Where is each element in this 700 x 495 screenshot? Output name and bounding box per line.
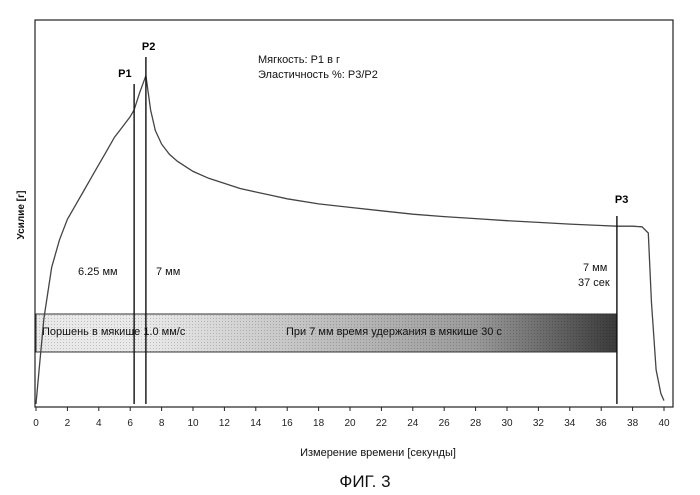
marker-label-p2: P2 bbox=[142, 41, 155, 53]
x-tick-label: 20 bbox=[344, 418, 356, 429]
x-tick-label: 14 bbox=[250, 418, 262, 429]
bar-left-text: Поршень в мякише 1.0 мм/с bbox=[42, 326, 186, 338]
annotation-7mm: 7 мм bbox=[156, 266, 180, 278]
annotation-elasticity: Эластичность %: P3/P2 bbox=[258, 69, 378, 81]
x-tick-label: 38 bbox=[627, 418, 639, 429]
x-tick-label: 32 bbox=[533, 418, 545, 429]
annotation-6-25mm: 6.25 мм bbox=[78, 266, 118, 278]
x-tick-label: 12 bbox=[219, 418, 231, 429]
series-line bbox=[36, 76, 664, 404]
x-tick-label: 10 bbox=[187, 418, 199, 429]
x-tick-label: 4 bbox=[96, 418, 102, 429]
x-tick-label: 2 bbox=[65, 418, 71, 429]
annotation-softness: Мягкость: P1 в г bbox=[258, 54, 340, 66]
x-tick-label: 30 bbox=[501, 418, 513, 429]
x-tick-label: 8 bbox=[159, 418, 165, 429]
x-tick-label: 40 bbox=[658, 418, 670, 429]
x-tick-label: 18 bbox=[313, 418, 325, 429]
marker-label-p1: P1 bbox=[118, 68, 131, 80]
marker-label-p3: P3 bbox=[615, 194, 628, 206]
x-axis: 0246810121416182022242628303234363840 bbox=[33, 407, 670, 429]
x-tick-label: 22 bbox=[376, 418, 388, 429]
x-tick-label: 34 bbox=[564, 418, 576, 429]
x-tick-label: 16 bbox=[282, 418, 294, 429]
figure-label: ФИГ. 3 bbox=[339, 472, 390, 491]
annotation-p3-mm: 7 мм bbox=[583, 262, 607, 274]
x-tick-label: 28 bbox=[470, 418, 482, 429]
x-tick-label: 36 bbox=[596, 418, 608, 429]
x-tick-label: 0 bbox=[33, 418, 39, 429]
annotation-p3-sec: 37 сек bbox=[578, 277, 610, 289]
x-tick-label: 24 bbox=[407, 418, 419, 429]
bar-right-text: При 7 мм время удержания в мякише 30 с bbox=[286, 326, 502, 338]
y-axis-label: Усилие [г] bbox=[16, 191, 27, 240]
x-tick-label: 6 bbox=[127, 418, 133, 429]
x-tick-label: 26 bbox=[439, 418, 451, 429]
x-axis-label: Измерение времени [секунды] bbox=[300, 447, 456, 459]
